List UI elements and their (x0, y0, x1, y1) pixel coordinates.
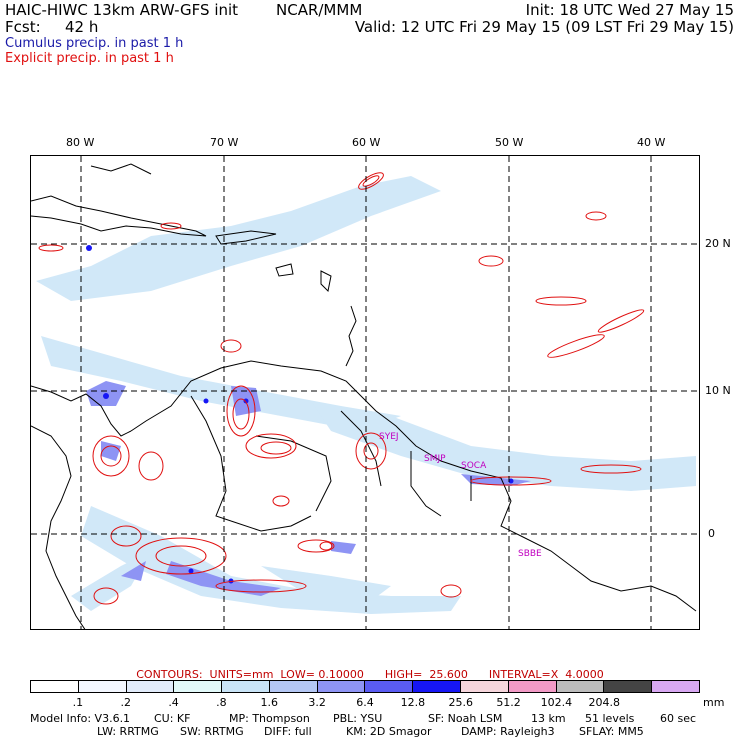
site-sbbe: SBBE (518, 549, 542, 559)
color-scale-swatch (269, 681, 318, 692)
lat-label-20n: 20 N (705, 237, 731, 250)
explicit-legend: Explicit precip. in past 1 h (5, 51, 174, 66)
contours-info: CONTOURS: UNITS=mm LOW= 0.10000 HIGH= 25… (136, 668, 604, 681)
valid-time: Valid: 12 UTC Fri 29 May 15 (09 LST Fri … (354, 18, 734, 36)
fcst-label: Fcst: (5, 18, 41, 36)
coastlines (31, 163, 697, 629)
color-scale-tick-label: .2 (120, 696, 131, 709)
fcst-value: 42 h (65, 18, 99, 36)
color-scale-tick-label: 3.2 (308, 696, 326, 709)
color-scale-unit: mm (703, 696, 725, 709)
site-soca: SOCA (461, 461, 487, 471)
cumulus-light-areas (36, 176, 696, 614)
color-scale-bar (30, 680, 700, 693)
damp-option: DAMP: Rayleigh3 (461, 725, 555, 738)
lat-label-10n: 10 N (705, 384, 731, 397)
color-scale-swatch (78, 681, 127, 692)
color-scale-swatch (365, 681, 414, 692)
color-scale-tick-label: 25.6 (448, 696, 473, 709)
color-scale-tick-label: 204.8 (588, 696, 621, 709)
color-scale-tick-label: .4 (168, 696, 179, 709)
site-syej: SYEJ (379, 432, 399, 442)
color-scale-tick-label: 12.8 (400, 696, 426, 709)
color-scale-tick-label: 102.4 (540, 696, 573, 709)
resolution: 13 km (531, 712, 566, 725)
precip-map: SYEJ SMJP SOCA SBBE (30, 155, 700, 630)
explicit-precip-contours (38, 172, 645, 605)
color-scale-swatch (126, 681, 175, 692)
cu-scheme: CU: KF (154, 712, 191, 725)
color-scale-tick-label: 1.6 (260, 696, 279, 709)
pbl-scheme: PBL: YSU (333, 712, 383, 725)
color-scale-tick-label: .1 (72, 696, 84, 709)
km-option: KM: 2D Smagor (346, 725, 432, 738)
map-canvas (31, 156, 699, 629)
diff-option: DIFF: full (264, 725, 312, 738)
color-scale-tick-label: 6.4 (356, 696, 374, 709)
sflay-option: SFLAY: MM5 (579, 725, 644, 738)
lat-label-0: 0 (708, 527, 715, 540)
lon-label-80w: 80 W (66, 136, 95, 149)
lon-label-70w: 70 W (210, 136, 239, 149)
color-scale-swatch (604, 681, 653, 692)
color-scale-swatch (508, 681, 557, 692)
sw-scheme: SW: RRTMG (180, 725, 244, 738)
mp-scheme: MP: Thompson (229, 712, 310, 725)
color-scale-swatch (222, 681, 270, 692)
levels: 51 levels (585, 712, 635, 725)
site-smjp: SMJP (424, 454, 446, 464)
lon-label-60w: 60 W (352, 136, 381, 149)
init-time: Init: 18 UTC Wed 27 May 15 (525, 1, 734, 19)
model-info: Model Info: V3.6.1 (30, 712, 131, 725)
color-scale-swatch (174, 681, 223, 692)
lon-label-40w: 40 W (637, 136, 666, 149)
color-scale-swatch (461, 681, 509, 692)
color-scale-swatch (413, 681, 462, 692)
color-scale-swatch (317, 681, 366, 692)
org-label: NCAR/MMM (276, 1, 363, 19)
color-scale-swatch (652, 681, 699, 692)
cumulus-heavy-areas (86, 245, 514, 584)
model-title: HAIC-HIWC 13km ARW-GFS init (5, 1, 239, 19)
lat-lon-grid (31, 156, 699, 629)
timestep: 60 sec (660, 712, 697, 725)
color-scale-tick-label: 51.2 (496, 696, 521, 709)
cumulus-legend: Cumulus precip. in past 1 h (5, 36, 184, 51)
color-scale-swatch (556, 681, 605, 692)
color-scale-tick-label: .8 (216, 696, 227, 709)
lw-scheme: LW: RRTMG (97, 725, 159, 738)
color-scale-swatch (31, 681, 79, 692)
sf-scheme: SF: Noah LSM (428, 712, 503, 725)
lon-label-50w: 50 W (495, 136, 524, 149)
